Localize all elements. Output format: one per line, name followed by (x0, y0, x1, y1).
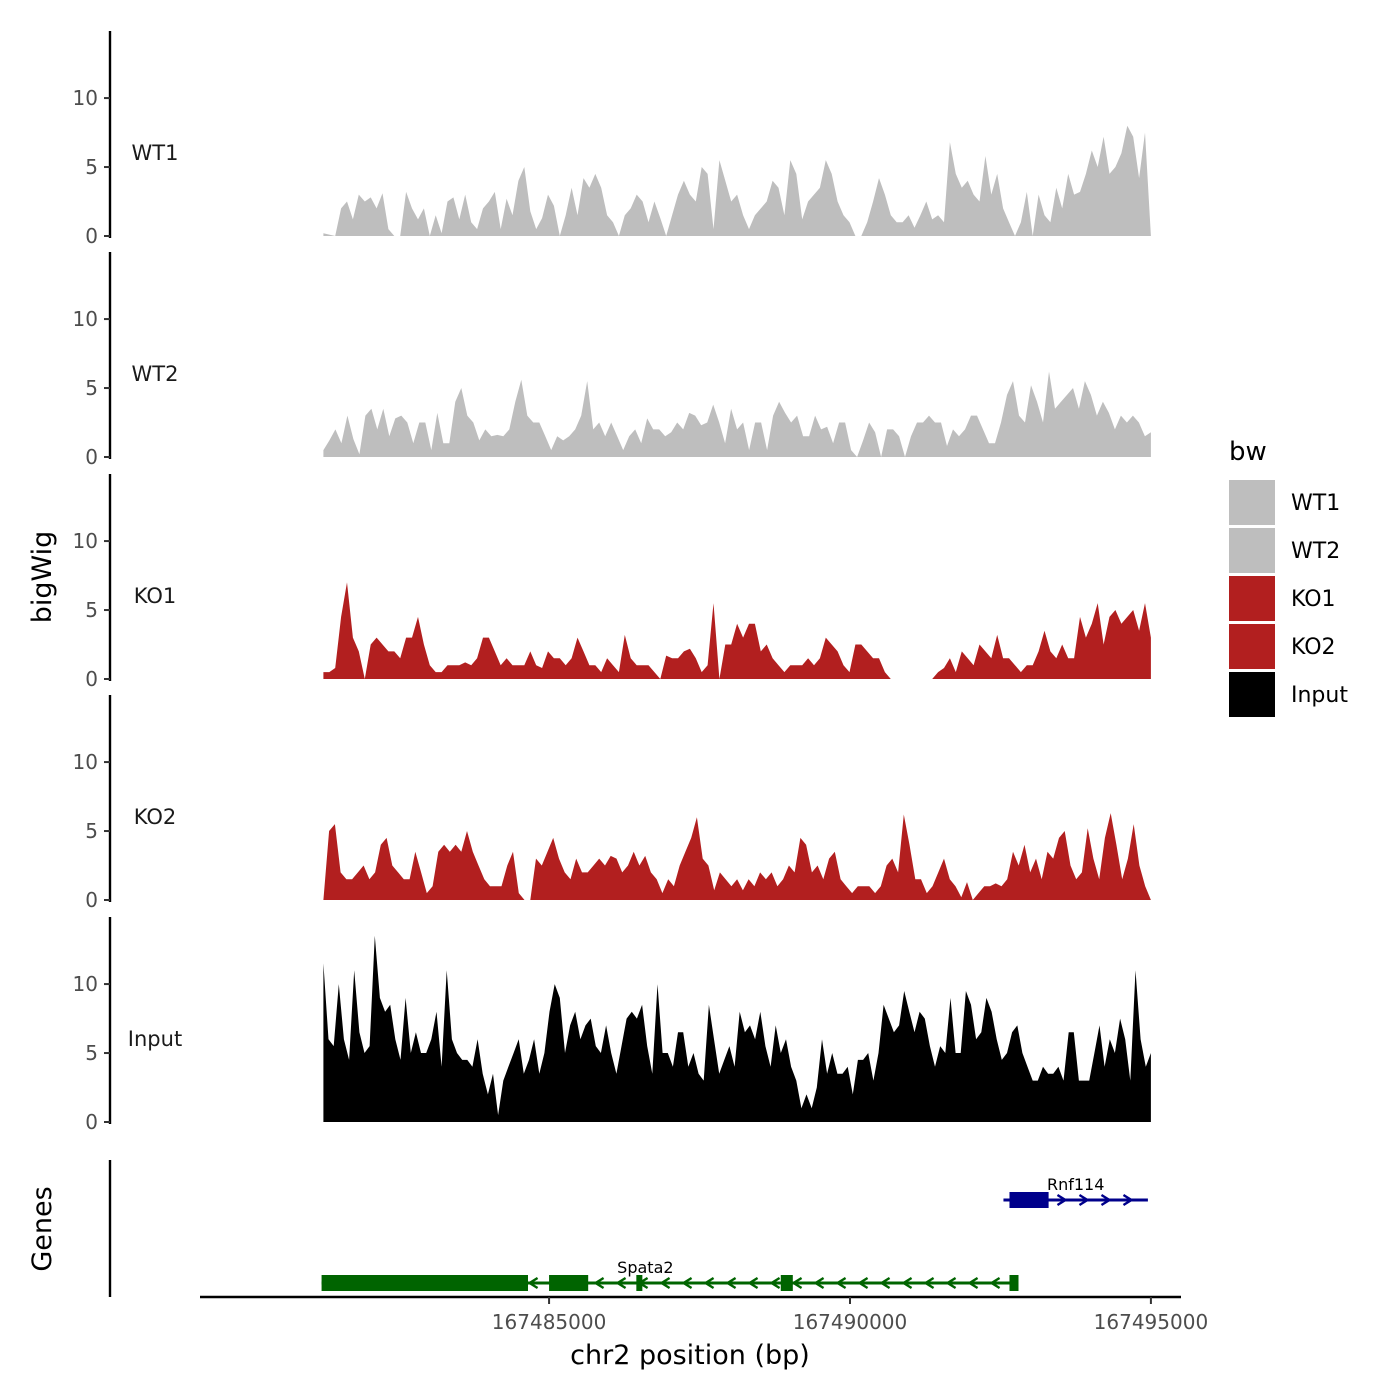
strand-arrow (879, 1276, 891, 1290)
track-label-ko2: KO2 (134, 805, 177, 829)
legend: bw WT1 WT2 KO1 KO2 Input (1229, 437, 1348, 717)
y-tick-label: 0 (85, 1110, 98, 1134)
track-ko2: 0 5 10 KO2 (73, 695, 1151, 912)
signal-area-wt1 (323, 125, 1151, 236)
strand-arrow (659, 1276, 671, 1290)
track-wt2: 0 5 10 WT2 (73, 252, 1151, 469)
y-tick-label: 5 (85, 598, 98, 622)
track-ko1: 0 5 10 KO1 (73, 474, 1151, 691)
strand-arrow (593, 1276, 605, 1290)
strand-arrow (967, 1276, 979, 1290)
y-tick-label: 5 (85, 1041, 98, 1065)
track-label-wt1: WT1 (132, 141, 179, 165)
x-tick-label: 167485000 (492, 1310, 607, 1334)
strand-arrow (615, 1276, 627, 1290)
exon (549, 1275, 589, 1291)
strand-arrow (681, 1276, 693, 1290)
track-label-ko1: KO1 (134, 584, 177, 608)
gene-spata2: Spata2 (321, 1258, 1019, 1291)
exon (780, 1275, 793, 1291)
strand-arrow (1056, 1193, 1068, 1207)
legend-label-ko2: KO2 (1291, 635, 1336, 660)
y-tick-label: 10 (73, 86, 98, 110)
x-axis-title: chr2 position (bp) (570, 1340, 810, 1371)
y-tick-label: 0 (85, 224, 98, 248)
x-axis: 167485000 167490000 167495000 (200, 1295, 1209, 1334)
strand-arrow (835, 1276, 847, 1290)
legend-label-input: Input (1291, 683, 1348, 708)
exon (636, 1275, 643, 1291)
y-axis-title: bigWig (27, 531, 58, 624)
signal-area-input (323, 935, 1151, 1122)
legend-label-wt2: WT2 (1291, 539, 1340, 564)
strand-arrow (1100, 1193, 1112, 1207)
strand-arrow (945, 1276, 957, 1290)
strand-arrow (857, 1276, 869, 1290)
x-tick-label: 167490000 (793, 1310, 908, 1334)
track-wt1: 0 5 10 WT1 (73, 31, 1151, 248)
strand-arrow (901, 1276, 913, 1290)
genes-panel: Spata2 Rnf114 (108, 1160, 1148, 1297)
gene-label-spata2: Spata2 (617, 1258, 673, 1277)
strand-arrow (813, 1276, 825, 1290)
track-label-wt2: WT2 (132, 362, 179, 386)
track-input: 0 5 10 Input (73, 917, 1151, 1134)
strand-arrow (747, 1276, 759, 1290)
y-tick-label: 0 (85, 888, 98, 912)
y-tick-label: 5 (85, 376, 98, 400)
y-tick-label: 0 (85, 445, 98, 469)
y-tick-label: 0 (85, 667, 98, 691)
legend-key-wt2 (1229, 528, 1275, 573)
legend-label-wt1: WT1 (1291, 491, 1340, 516)
legend-key-input (1229, 672, 1275, 717)
y-tick-label: 10 (73, 972, 98, 996)
strand-arrow (791, 1276, 803, 1290)
signal-tracks: 0 5 10 WT1 0 5 10 WT2 0 5 10 KO1 0 5 10 KO2 0 5 10 Input (73, 31, 1151, 1134)
legend-key-ko1 (1229, 576, 1275, 621)
y-tick-label: 10 (73, 529, 98, 553)
track-label-input: Input (128, 1027, 182, 1051)
strand-arrow (1122, 1193, 1134, 1207)
strand-arrow (725, 1276, 737, 1290)
legend-label-ko1: KO1 (1291, 587, 1336, 612)
signal-area-wt2 (323, 371, 1151, 457)
strand-arrow (703, 1276, 715, 1290)
y-tick-label: 5 (85, 819, 98, 843)
signal-area-ko2 (323, 813, 1151, 900)
gene-rnf114: Rnf114 (1003, 1175, 1148, 1208)
legend-key-ko2 (1229, 624, 1275, 669)
y-tick-label: 10 (73, 750, 98, 774)
exon (1009, 1275, 1019, 1291)
signal-area-ko1 (323, 582, 1151, 679)
strand-arrow (1078, 1193, 1090, 1207)
strand-arrow (989, 1276, 1001, 1290)
strand-arrow (923, 1276, 935, 1290)
exon (321, 1275, 529, 1291)
legend-title: bw (1229, 437, 1267, 467)
x-tick-label: 167495000 (1094, 1310, 1209, 1334)
strand-arrow (527, 1276, 539, 1290)
strand-arrow (769, 1276, 781, 1290)
genes-axis-title: Genes (27, 1186, 58, 1271)
y-tick-label: 10 (73, 307, 98, 331)
legend-key-wt1 (1229, 480, 1275, 525)
y-tick-label: 5 (85, 155, 98, 179)
gene-label-rnf114: Rnf114 (1047, 1175, 1104, 1194)
exon (1009, 1192, 1049, 1208)
